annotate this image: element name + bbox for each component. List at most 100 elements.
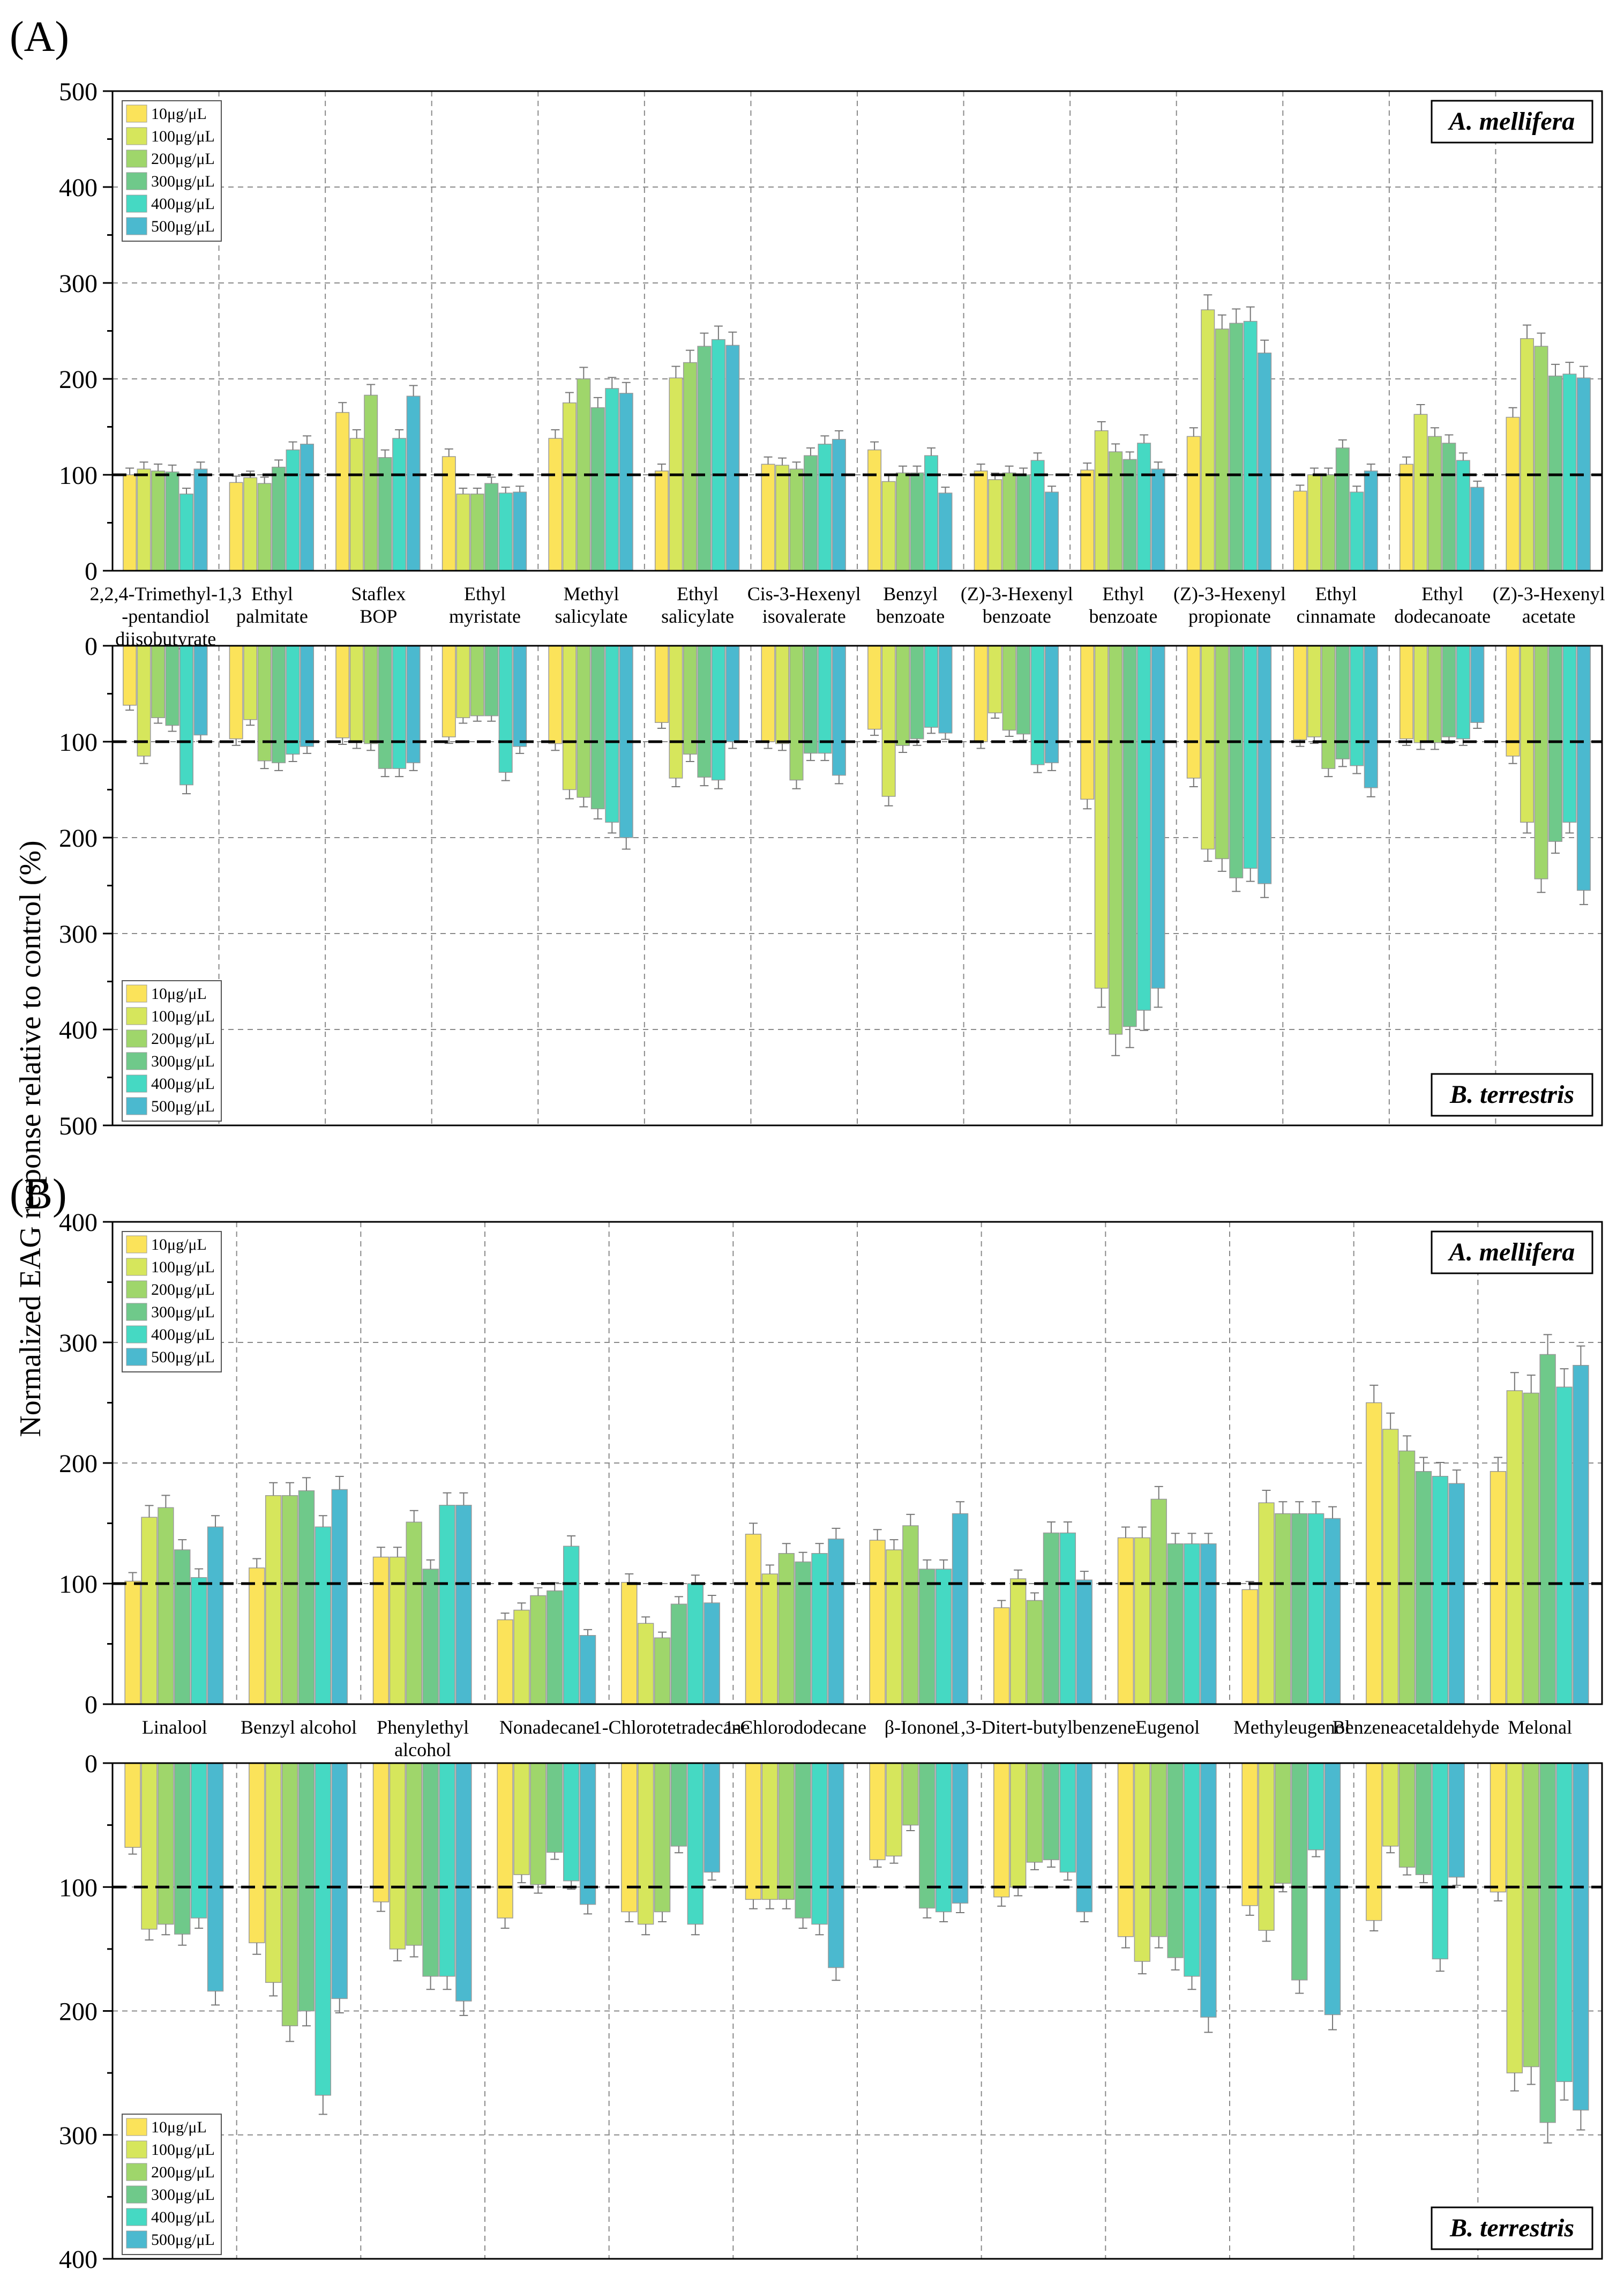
- bar: [1122, 459, 1137, 571]
- bar: [711, 645, 725, 781]
- bar: [406, 645, 421, 764]
- category-label: Benzyl alcohol: [241, 1716, 357, 1738]
- bar: [455, 1763, 472, 2002]
- bar: [867, 645, 882, 730]
- legend-label: 100μg/μL: [151, 1258, 215, 1276]
- legend-swatch: [126, 195, 147, 213]
- bar: [530, 1595, 547, 1705]
- bar: [1186, 436, 1201, 571]
- bar: [1324, 1518, 1341, 1705]
- bar: [141, 1517, 158, 1705]
- category-label: Benzeneacetaldehyde: [1333, 1716, 1500, 1738]
- bar: [1291, 1763, 1308, 1981]
- y-tick-label: 300: [59, 2122, 98, 2150]
- y-tick-label: 500: [59, 78, 98, 106]
- bar: [952, 1513, 969, 1705]
- y-tick-label: 0: [85, 1691, 98, 1719]
- legend-swatch: [126, 2208, 147, 2226]
- bar: [190, 1763, 207, 1919]
- bar: [1556, 1763, 1573, 2083]
- bar: [669, 645, 683, 779]
- bar: [1045, 645, 1059, 764]
- category-label: Ethyl palmitate: [236, 583, 308, 627]
- bar: [243, 645, 258, 720]
- bar: [137, 468, 151, 571]
- bar: [789, 468, 804, 571]
- bar: [286, 449, 300, 571]
- bar: [1109, 645, 1123, 1035]
- bar: [422, 1763, 439, 1977]
- bar: [1080, 469, 1095, 571]
- bar: [619, 393, 633, 571]
- bar: [881, 645, 896, 797]
- bar: [1350, 645, 1364, 766]
- category-label: Melonal: [1508, 1716, 1572, 1738]
- bar: [1350, 491, 1364, 571]
- legend-label: 200μg/μL: [151, 150, 215, 168]
- bar: [1258, 352, 1272, 571]
- legend-label: 100μg/μL: [151, 128, 215, 145]
- plot-0-a-mellifera: 0 100 200 300 400 500 2,2,4-Trimethyl-1,3 -pent…: [59, 78, 1605, 650]
- bar: [778, 1763, 795, 1900]
- bar: [938, 492, 953, 571]
- legend-swatch: [126, 1303, 147, 1321]
- bar: [938, 645, 953, 734]
- bar: [497, 1619, 513, 1705]
- category-label: (Z)-3-Hexenyl acetate: [1493, 583, 1605, 627]
- bar: [1291, 1513, 1308, 1705]
- bar: [272, 466, 286, 571]
- bar: [1201, 645, 1215, 850]
- bar: [1009, 1763, 1027, 1887]
- bar: [1470, 487, 1485, 571]
- bar: [1321, 474, 1336, 571]
- bar: [389, 1556, 406, 1705]
- bar: [123, 645, 137, 706]
- bar: [174, 1763, 191, 1935]
- bar: [124, 1763, 141, 1848]
- legend-label: 200μg/μL: [151, 1030, 215, 1048]
- bar: [300, 645, 315, 747]
- bar: [1506, 416, 1520, 571]
- bar: [249, 1763, 265, 1944]
- bar: [1442, 443, 1456, 571]
- bar: [789, 645, 804, 781]
- legend-swatch: [126, 2118, 147, 2136]
- bar: [257, 645, 272, 762]
- y-tick-label: 0: [85, 557, 98, 586]
- bar: [896, 645, 910, 746]
- y-tick-label: 300: [59, 1329, 98, 1357]
- bar: [392, 438, 407, 571]
- bar: [1324, 1763, 1341, 2016]
- bar: [952, 1763, 969, 1904]
- bar: [315, 1526, 332, 1705]
- bar: [745, 1534, 762, 1705]
- bar: [761, 645, 775, 742]
- bar: [993, 1607, 1010, 1705]
- bar: [1415, 1763, 1432, 1875]
- bar: [1080, 645, 1095, 800]
- bar: [1030, 645, 1045, 765]
- bar: [993, 1763, 1010, 1898]
- bar: [803, 455, 818, 571]
- panel-label-a: (A): [10, 13, 69, 61]
- bar: [910, 645, 924, 740]
- bar: [1009, 1578, 1027, 1705]
- bar: [1059, 1763, 1076, 1873]
- bar: [456, 494, 470, 571]
- bar: [389, 1763, 406, 1950]
- bar: [605, 645, 619, 823]
- species-label: A. mellifera: [1448, 107, 1575, 136]
- bar: [1432, 1476, 1449, 1705]
- y-tick-label: 0: [85, 1750, 98, 1778]
- bar: [1137, 443, 1151, 571]
- bar: [919, 1569, 936, 1705]
- bar: [265, 1495, 282, 1705]
- bar: [974, 471, 988, 571]
- bar: [1150, 1498, 1167, 1705]
- bar: [711, 339, 725, 571]
- bar: [605, 388, 619, 571]
- bar: [439, 1763, 455, 1977]
- bar: [1151, 645, 1165, 989]
- bar: [158, 1507, 174, 1705]
- bar: [1573, 1365, 1589, 1705]
